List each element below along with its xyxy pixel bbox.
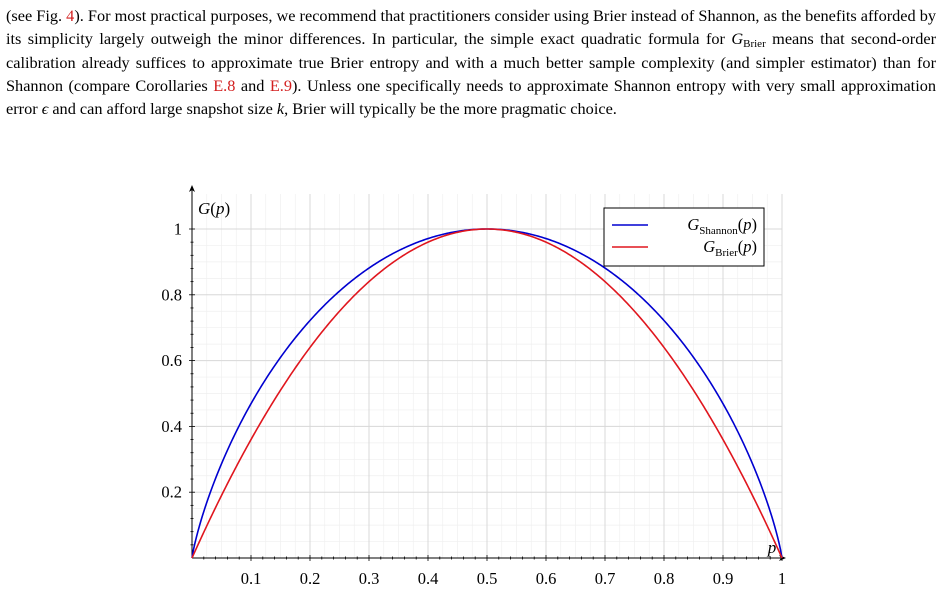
x-tick-label: 0.8: [654, 569, 675, 588]
x-tick-label: 0.2: [300, 569, 321, 588]
text-run: , Brier will typically be the more pragm…: [284, 99, 617, 119]
chart-axes: [189, 185, 786, 561]
y-tick-label: 0.6: [161, 351, 182, 370]
y-axis-arrow-icon: [189, 185, 195, 192]
x-tick-label: 0.6: [536, 569, 557, 588]
y-axis-label: G(p): [198, 199, 230, 218]
chart-legend: GShannon(p)GBrier(p): [603, 207, 765, 267]
corollary-e8-link[interactable]: E.8: [213, 75, 236, 95]
text-run: ). For most practical purposes, we recom…: [6, 6, 937, 49]
epsilon-symbol: ϵ: [41, 99, 49, 119]
y-tick-label: 0.4: [161, 417, 182, 436]
text-run: means that second-order calibration alre…: [6, 29, 937, 95]
k-symbol: k: [276, 99, 285, 119]
x-axis-label: p: [767, 538, 777, 557]
figure-reference-link[interactable]: 4: [66, 6, 75, 25]
legend-label-shannon: GShannon(p): [687, 215, 757, 237]
text-run: (see Fig.: [6, 6, 67, 25]
x-tick-label: 0.5: [477, 569, 498, 588]
x-tick-label: 0.7: [595, 569, 616, 588]
x-tick-label: 0.3: [359, 569, 380, 588]
y-tick-label: 1: [174, 220, 182, 239]
y-tick-label: 0.8: [161, 285, 182, 304]
x-tick-label: 0.4: [418, 569, 439, 588]
brier-subscript: Brier: [743, 38, 766, 51]
x-tick-label: 0.9: [713, 569, 734, 588]
chart-curves: [191, 228, 783, 559]
text-run: and can afford large snapshot size: [48, 99, 277, 119]
legend-box: [603, 207, 765, 267]
text-run: ). Unless one specifically needs to appr…: [6, 75, 936, 119]
x-tick-label: 0.1: [241, 569, 262, 588]
chart-tick-labels: 0.1 0.2 0.3 0.4 0.5 0.6 0.7 0.8 0.9 1 0.2 0.4 0.6 0.8…: [161, 199, 786, 588]
x-tick-label: 1: [778, 569, 786, 588]
body-paragraph: (see Fig. 4). For most practical purpose…: [6, 4, 936, 120]
curve-brier: [191, 228, 783, 559]
corollary-e9-link[interactable]: E.9: [269, 75, 293, 95]
y-tick-label: 0.2: [161, 483, 182, 502]
text-run: and: [235, 75, 270, 95]
legend-label-brier: GBrier(p): [703, 237, 757, 259]
g-symbol: G: [731, 29, 744, 49]
